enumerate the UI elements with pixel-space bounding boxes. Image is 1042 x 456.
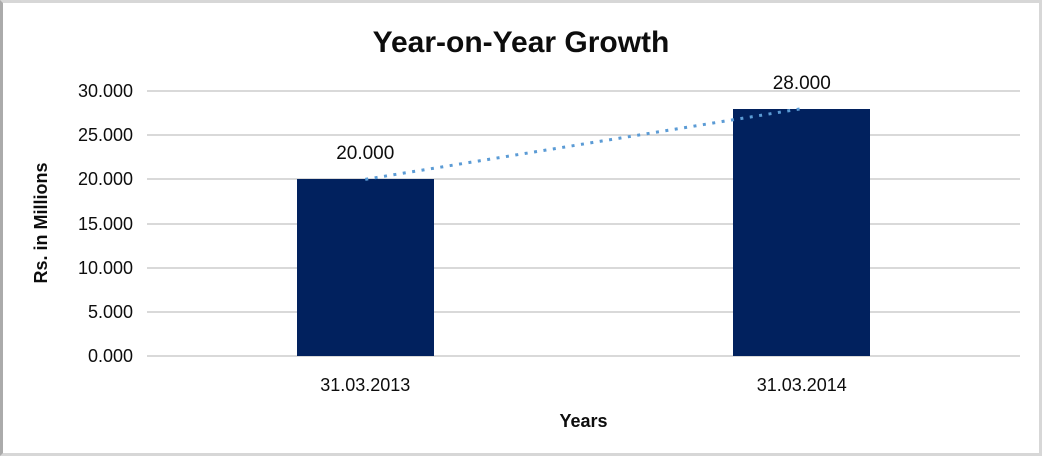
gridline: [147, 222, 1020, 225]
y-tick-label: 15.000: [77, 213, 133, 234]
gridline: [147, 134, 1020, 137]
gridline: [147, 90, 1020, 92]
data-label: 20.000: [336, 143, 395, 165]
bar: [733, 108, 871, 356]
gridline: [147, 355, 1020, 357]
y-tick-label: 5.000: [87, 301, 133, 322]
bar: [296, 179, 434, 356]
y-tick-label: 25.000: [77, 125, 133, 146]
x-axis-title: Years: [559, 411, 608, 431]
y-tick-label: 0.000: [87, 346, 133, 366]
x-tick-label: 31.03.2013: [320, 375, 411, 395]
y-tick-label: 30.000: [77, 81, 133, 101]
gridline: [147, 178, 1020, 181]
data-label: 28.000: [772, 72, 831, 94]
y-tick-label: 20.000: [77, 169, 133, 190]
plot-area: [147, 90, 1020, 357]
gridline: [147, 310, 1020, 313]
gridline: [147, 266, 1020, 269]
y-tick-label: 10.000: [77, 257, 133, 278]
x-tick-label: 31.03.2014: [756, 375, 847, 395]
chart-title: Year-on-Year Growth: [372, 26, 670, 59]
